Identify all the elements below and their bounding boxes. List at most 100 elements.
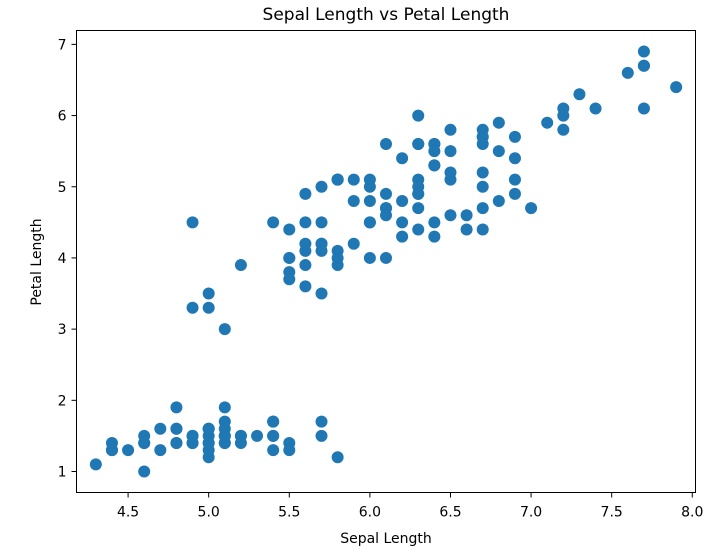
data-point (315, 180, 328, 193)
data-point (315, 216, 328, 229)
data-point (492, 116, 505, 129)
data-point (428, 230, 441, 243)
data-point (428, 216, 441, 229)
y-tick-label: 3 (58, 322, 67, 338)
data-point (218, 401, 231, 414)
x-tick-label: 7.0 (520, 505, 542, 521)
data-point (380, 187, 392, 200)
data-point (637, 102, 650, 115)
data-point (444, 166, 457, 179)
data-point (363, 180, 376, 193)
y-tick-label: 7 (58, 37, 67, 53)
data-point (476, 223, 489, 236)
data-point (573, 88, 586, 101)
data-point (508, 152, 521, 165)
data-point (476, 166, 489, 179)
data-point (444, 145, 457, 158)
x-tick-label: 6.0 (359, 505, 381, 521)
y-axis-ticks: 1 2 3 4 5 6 7 (58, 37, 77, 481)
data-point (396, 152, 409, 165)
data-point (331, 173, 344, 186)
data-point (380, 138, 392, 151)
data-point (476, 130, 489, 143)
data-point (202, 422, 215, 435)
data-point (331, 251, 344, 264)
data-point (428, 145, 441, 158)
x-tick-label: 4.5 (117, 505, 139, 521)
data-point (492, 145, 505, 158)
data-point (315, 244, 328, 257)
data-point (444, 209, 457, 222)
x-axis-ticks: 4.5 5.0 5.5 6.0 6.5 7.0 7.5 8.0 (117, 492, 703, 521)
data-point (202, 301, 215, 314)
data-point (283, 444, 296, 457)
data-point (412, 109, 425, 122)
data-point (234, 429, 247, 442)
chart-title: Sepal Length vs Petal Length (263, 5, 510, 25)
data-point (476, 202, 489, 215)
data-point (186, 437, 199, 450)
data-point (154, 444, 167, 457)
data-point (170, 437, 183, 450)
data-point (347, 173, 360, 186)
data-point (380, 251, 392, 264)
y-tick-label: 4 (58, 251, 67, 267)
data-point (299, 237, 312, 250)
data-point (621, 66, 634, 79)
data-point (363, 251, 376, 264)
data-point (637, 59, 650, 72)
data-point (412, 180, 425, 193)
data-point (412, 138, 425, 151)
data-point (412, 223, 425, 236)
x-tick-label: 7.5 (601, 505, 623, 521)
data-point (637, 45, 650, 58)
data-point (460, 223, 473, 236)
data-point (460, 209, 473, 222)
data-point (202, 287, 215, 300)
data-point (234, 259, 247, 272)
data-point (283, 223, 296, 236)
data-point (476, 180, 489, 193)
y-tick-label: 6 (58, 109, 67, 125)
data-point (170, 401, 183, 414)
data-point (299, 259, 312, 272)
data-point (589, 102, 602, 115)
data-point (508, 173, 521, 186)
data-point (89, 458, 102, 471)
data-point (299, 280, 312, 293)
x-tick-label: 8.0 (681, 505, 703, 521)
data-point (525, 202, 538, 215)
plot-frame (76, 30, 696, 493)
data-point (299, 216, 312, 229)
data-point (105, 444, 118, 457)
data-point (170, 422, 183, 435)
data-point (267, 415, 280, 428)
data-point (347, 194, 360, 207)
data-point (299, 187, 312, 200)
y-tick-label: 5 (58, 180, 67, 196)
data-point (267, 444, 280, 457)
data-point (428, 159, 441, 172)
data-point (492, 194, 505, 207)
data-point (315, 429, 328, 442)
data-point (154, 422, 167, 435)
data-point (315, 287, 328, 300)
data-point (251, 429, 264, 442)
y-tick-label: 1 (58, 465, 67, 481)
data-point (122, 444, 135, 457)
data-point (218, 323, 231, 336)
data-point (557, 123, 570, 136)
data-point (267, 216, 280, 229)
y-axis-label: Petal Length (29, 218, 45, 305)
data-point (557, 109, 570, 122)
data-point (267, 429, 280, 442)
data-point (218, 422, 231, 435)
data-point (331, 451, 344, 464)
data-point (444, 123, 457, 136)
data-point (186, 301, 199, 314)
data-point (380, 209, 392, 222)
data-point (202, 437, 215, 450)
data-point (396, 230, 409, 243)
data-point (670, 81, 683, 94)
